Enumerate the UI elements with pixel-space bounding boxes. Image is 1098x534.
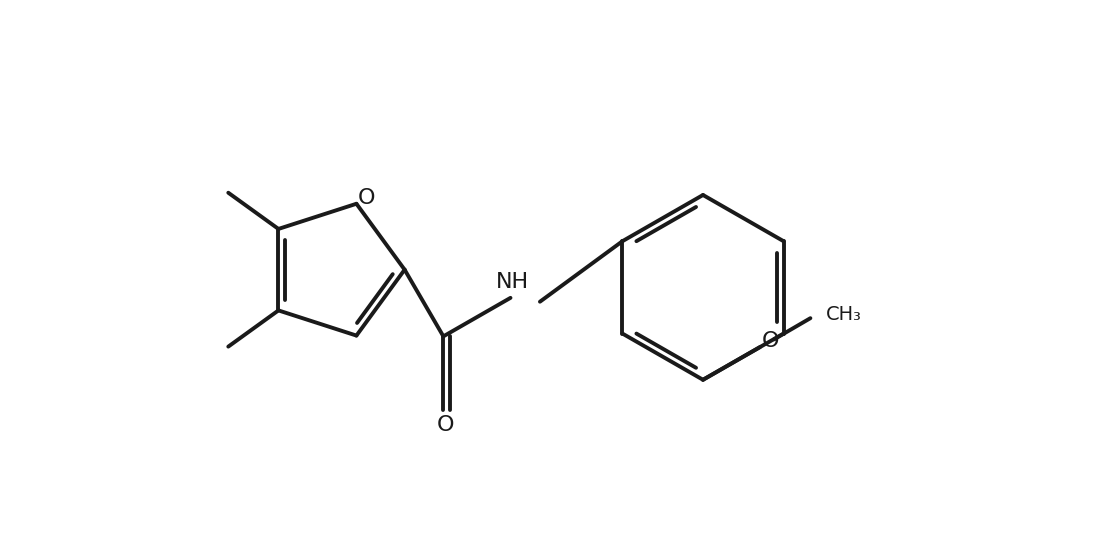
Text: O: O bbox=[761, 331, 778, 351]
Text: CH₃: CH₃ bbox=[826, 305, 862, 324]
Text: NH: NH bbox=[496, 272, 529, 293]
Text: O: O bbox=[437, 415, 455, 435]
Text: O: O bbox=[358, 187, 376, 208]
